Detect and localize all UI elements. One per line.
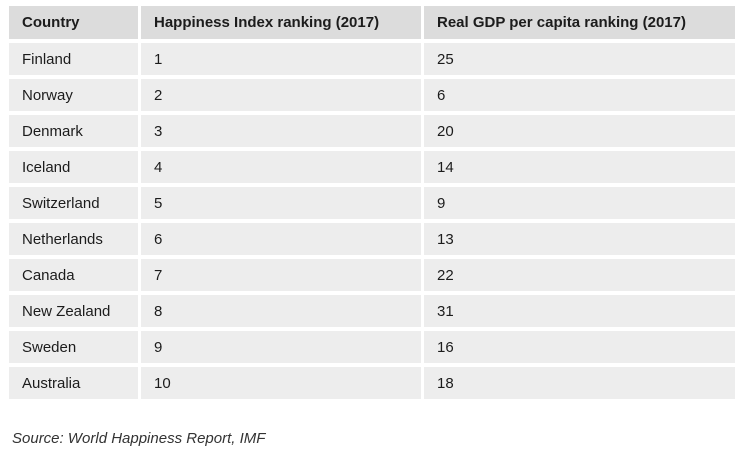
country-cell: Canada (9, 259, 138, 291)
country-cell: Norway (9, 79, 138, 111)
table-row: Iceland 4 14 (9, 151, 735, 183)
gdp-rank-cell: 13 (424, 223, 735, 255)
gdp-rank-cell: 14 (424, 151, 735, 183)
country-cell: Australia (9, 367, 138, 399)
gdp-rank-cell: 9 (424, 187, 735, 219)
happiness-rank-cell: 6 (141, 223, 421, 255)
header-country: Country (9, 6, 138, 39)
country-cell: New Zealand (9, 295, 138, 327)
header-happiness-rank: Happiness Index ranking (2017) (141, 6, 421, 39)
happiness-rank-cell: 5 (141, 187, 421, 219)
country-cell: Finland (9, 43, 138, 75)
country-cell: Denmark (9, 115, 138, 147)
country-cell: Netherlands (9, 223, 138, 255)
gdp-rank-cell: 18 (424, 367, 735, 399)
table-row: Australia 10 18 (9, 367, 735, 399)
country-cell: Switzerland (9, 187, 138, 219)
table-row: Switzerland 5 9 (9, 187, 735, 219)
table-row: New Zealand 8 31 (9, 295, 735, 327)
happiness-rank-cell: 10 (141, 367, 421, 399)
gdp-rank-cell: 31 (424, 295, 735, 327)
happiness-rank-cell: 4 (141, 151, 421, 183)
happiness-rank-cell: 8 (141, 295, 421, 327)
source-note: Source: World Happiness Report, IMF (12, 430, 266, 447)
happiness-rank-cell: 7 (141, 259, 421, 291)
table-header-row: Country Happiness Index ranking (2017) R… (9, 6, 735, 39)
rankings-table: Country Happiness Index ranking (2017) R… (6, 2, 738, 403)
country-cell: Sweden (9, 331, 138, 363)
gdp-rank-cell: 6 (424, 79, 735, 111)
gdp-rank-cell: 16 (424, 331, 735, 363)
table-row: Denmark 3 20 (9, 115, 735, 147)
header-gdp-rank: Real GDP per capita ranking (2017) (424, 6, 735, 39)
gdp-rank-cell: 20 (424, 115, 735, 147)
happiness-rank-cell: 1 (141, 43, 421, 75)
table-row: Finland 1 25 (9, 43, 735, 75)
gdp-rank-cell: 25 (424, 43, 735, 75)
table-row: Canada 7 22 (9, 259, 735, 291)
gdp-rank-cell: 22 (424, 259, 735, 291)
happiness-rank-cell: 3 (141, 115, 421, 147)
table-row: Norway 2 6 (9, 79, 735, 111)
happiness-rank-cell: 2 (141, 79, 421, 111)
country-cell: Iceland (9, 151, 138, 183)
table-row: Netherlands 6 13 (9, 223, 735, 255)
table-row: Sweden 9 16 (9, 331, 735, 363)
happiness-rank-cell: 9 (141, 331, 421, 363)
